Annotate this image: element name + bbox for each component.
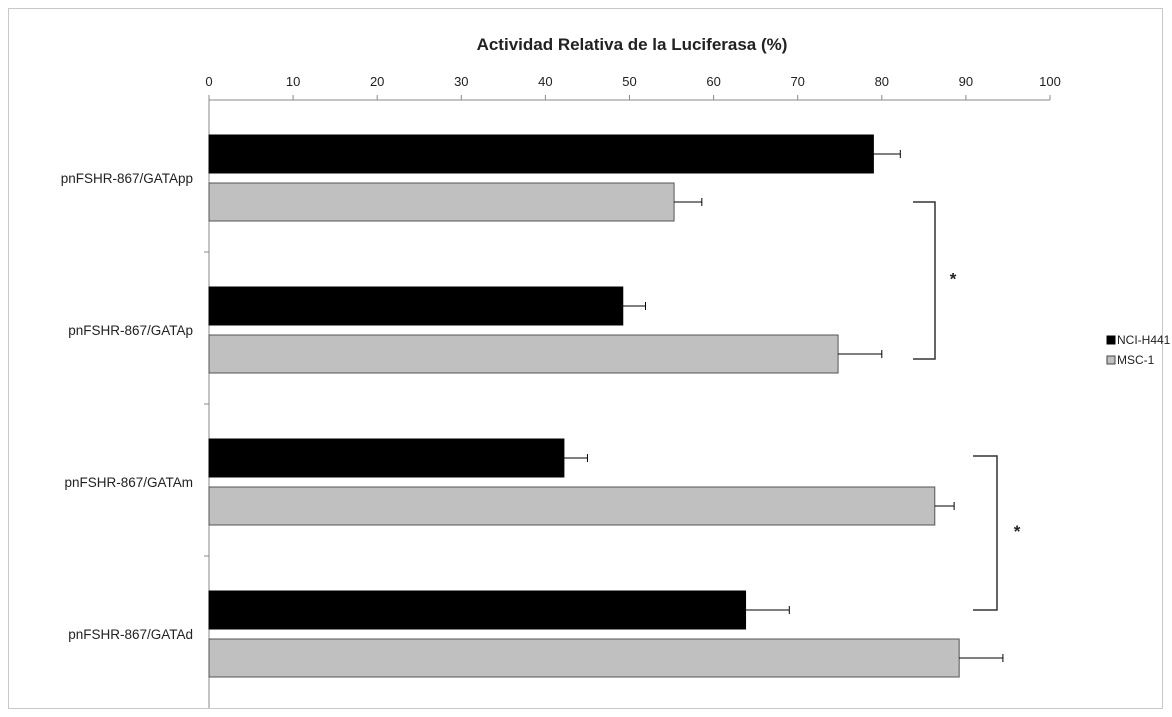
x-tick-label: 70 <box>790 74 804 89</box>
bar-msc-1 <box>208 486 936 526</box>
chart-title: Actividad Relativa de la Luciferasa (%) <box>477 35 788 54</box>
category-label: pnFSHR-867/GATAm <box>64 475 193 490</box>
legend-swatch-nci-h441 <box>1106 335 1116 345</box>
bar-nci-h441 <box>208 286 624 326</box>
bar-nci-h441 <box>208 134 874 174</box>
x-tick-label: 80 <box>875 74 889 89</box>
bars <box>208 134 960 678</box>
x-tick-label: 0 <box>205 74 212 89</box>
category-label: pnFSHR-867/GATAd <box>68 627 193 642</box>
x-tick-label: 60 <box>706 74 720 89</box>
x-tick-label: 20 <box>370 74 384 89</box>
legend-swatch-msc-1 <box>1106 355 1116 365</box>
category-labels: pnFSHR-867/GATApp pnFSHR-867/GATAp pnFSHR-… <box>61 171 193 642</box>
significance-annotations: ** <box>913 201 1021 611</box>
legend: NCI-H441 MSC-1 <box>1106 333 1171 367</box>
category-label: pnFSHR-867/GATAp <box>68 323 193 338</box>
error-bars <box>563 150 1004 662</box>
significance-bracket <box>913 201 936 360</box>
x-tick-label: 90 <box>959 74 973 89</box>
bar-msc-1 <box>208 638 960 678</box>
x-tick-label: 10 <box>286 74 300 89</box>
bar-nci-h441 <box>208 590 747 630</box>
significance-star: * <box>950 270 957 289</box>
bar-nci-h441 <box>208 438 565 478</box>
x-tick-label: 100 <box>1039 74 1061 89</box>
bar-msc-1 <box>208 334 839 374</box>
legend-label-msc-1: MSC-1 <box>1117 353 1155 367</box>
bar-msc-1 <box>208 182 675 222</box>
x-tick-label: 50 <box>622 74 636 89</box>
legend-label-nci-h441: NCI-H441 <box>1117 333 1171 347</box>
category-label: pnFSHR-867/GATApp <box>61 171 193 186</box>
significance-star: * <box>1014 522 1021 541</box>
x-tick-label: 30 <box>454 74 468 89</box>
significance-bracket <box>973 455 998 611</box>
x-tick-label: 40 <box>538 74 552 89</box>
